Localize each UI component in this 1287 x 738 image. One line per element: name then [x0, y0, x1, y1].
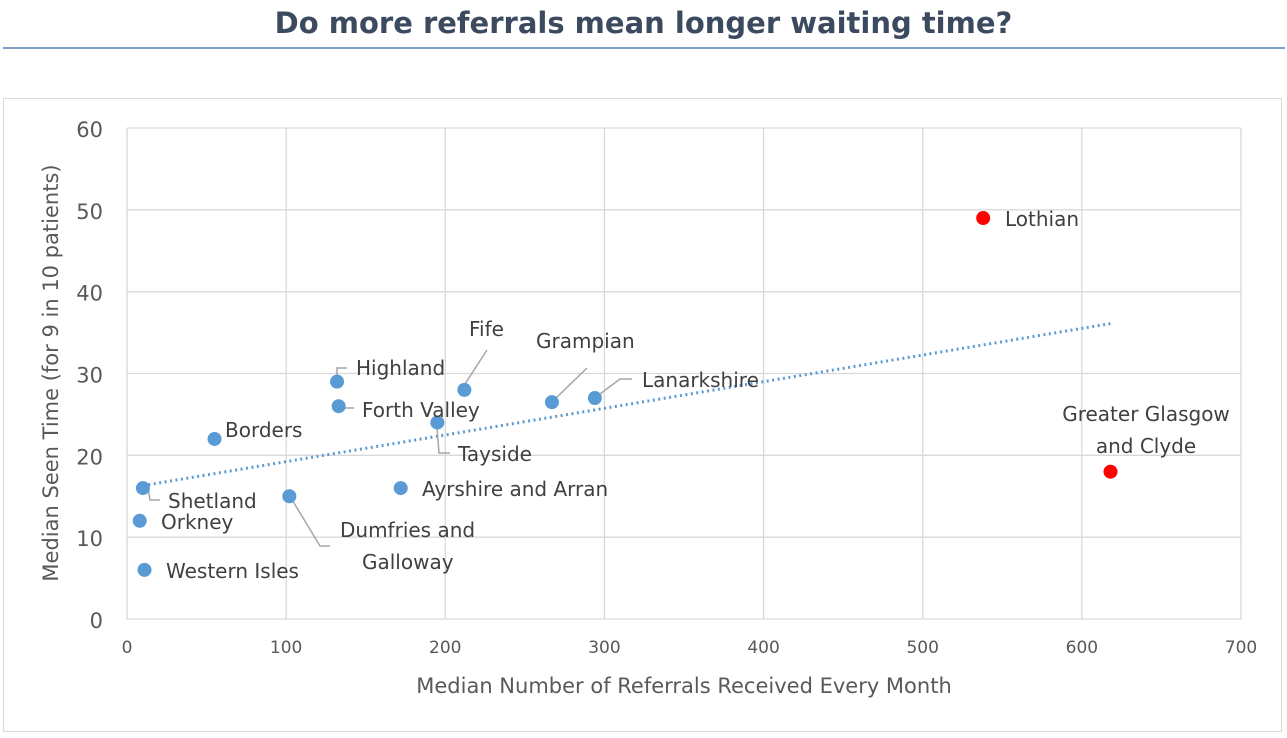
point-label-western-isles: Western Isles [166, 559, 299, 583]
point-lothian [976, 211, 991, 226]
data-points [132, 211, 1118, 577]
point-tayside [430, 415, 445, 430]
y-tick-label-0: 0 [90, 609, 103, 633]
y-axis-title: Median Seen Time (for 9 in 10 patients) [39, 164, 63, 581]
leader-line-lanarkshire [599, 378, 632, 395]
point-label-dumfries-and-galloway-line-1: Dumfries and [340, 518, 475, 542]
point-label-lanarkshire: Lanarkshire [642, 368, 759, 392]
trendline [142, 322, 1111, 488]
x-axis-title: Median Number of Referrals Received Ever… [416, 674, 952, 698]
x-tick-label-1: 100 [270, 638, 302, 658]
point-ayrshire-and-arran [393, 481, 408, 496]
point-label-lothian: Lothian [1005, 207, 1079, 231]
x-tick-label-6: 600 [1066, 638, 1098, 658]
trendline-group [142, 322, 1111, 488]
point-label-ayrshire-and-arran: Ayrshire and Arran [422, 477, 608, 501]
point-western-isles [137, 562, 152, 577]
page-title: Do more referrals mean longer waiting ti… [274, 6, 1013, 40]
point-grampian [544, 395, 559, 410]
point-label-forth-valley: Forth Valley [362, 398, 480, 422]
y-tick-label-3: 30 [76, 364, 103, 388]
title-divider [3, 47, 1285, 49]
point-label-shetland: Shetland [168, 489, 257, 513]
point-label-orkney: Orkney [161, 510, 234, 534]
leader-line-dumfries-and-galloway [290, 497, 330, 547]
leader-line-tayside [436, 427, 450, 454]
point-shetland [135, 481, 150, 496]
point-highland [330, 374, 345, 389]
chart-frame [3, 98, 1282, 732]
point-label-greater-glasgow-and-clyde-line-1: Greater Glasgow [1062, 402, 1230, 426]
leader-line-highland [336, 367, 347, 377]
y-tick-label-1: 10 [76, 527, 103, 551]
leader-line-grampian [555, 367, 588, 399]
grid-lines [126, 127, 1242, 620]
point-orkney [132, 513, 147, 528]
point-borders [207, 431, 222, 446]
y-tick-label-6: 60 [76, 118, 103, 142]
x-tick-label-4: 400 [747, 638, 779, 658]
x-tick-label-3: 300 [588, 638, 620, 658]
x-tick-label-0: 0 [122, 638, 133, 658]
point-forth-valley [331, 399, 346, 414]
point-label-fife: Fife [469, 317, 504, 341]
tick-labels: 0 100 200 300 400 500 600 700 0 10 20 30 40 50 60 [76, 118, 1257, 658]
x-tick-label-7: 700 [1225, 638, 1257, 658]
point-label-dumfries-and-galloway-line-2: Galloway [362, 550, 454, 574]
x-tick-label-2: 200 [429, 638, 461, 658]
point-label-grampian: Grampian [536, 329, 635, 353]
leader-line-fife [464, 349, 488, 385]
point-label-greater-glasgow-and-clyde-line-2: and Clyde [1096, 434, 1196, 458]
x-tick-label-5: 500 [906, 638, 938, 658]
point-label-tayside: Tayside [457, 442, 532, 466]
point-fife [457, 382, 472, 397]
point-label-highland: Highland [356, 356, 445, 380]
point-label-borders: Borders [225, 418, 302, 442]
point-dumfries-and-galloway [282, 489, 297, 504]
leader-line-shetland [147, 487, 160, 501]
point-greater-glasgow-and-clyde [1103, 464, 1118, 479]
leader-lines [147, 349, 632, 547]
point-lanarkshire [587, 391, 602, 406]
y-tick-label-4: 40 [76, 282, 103, 306]
y-tick-label-2: 20 [76, 445, 103, 469]
y-tick-label-5: 50 [76, 200, 103, 224]
